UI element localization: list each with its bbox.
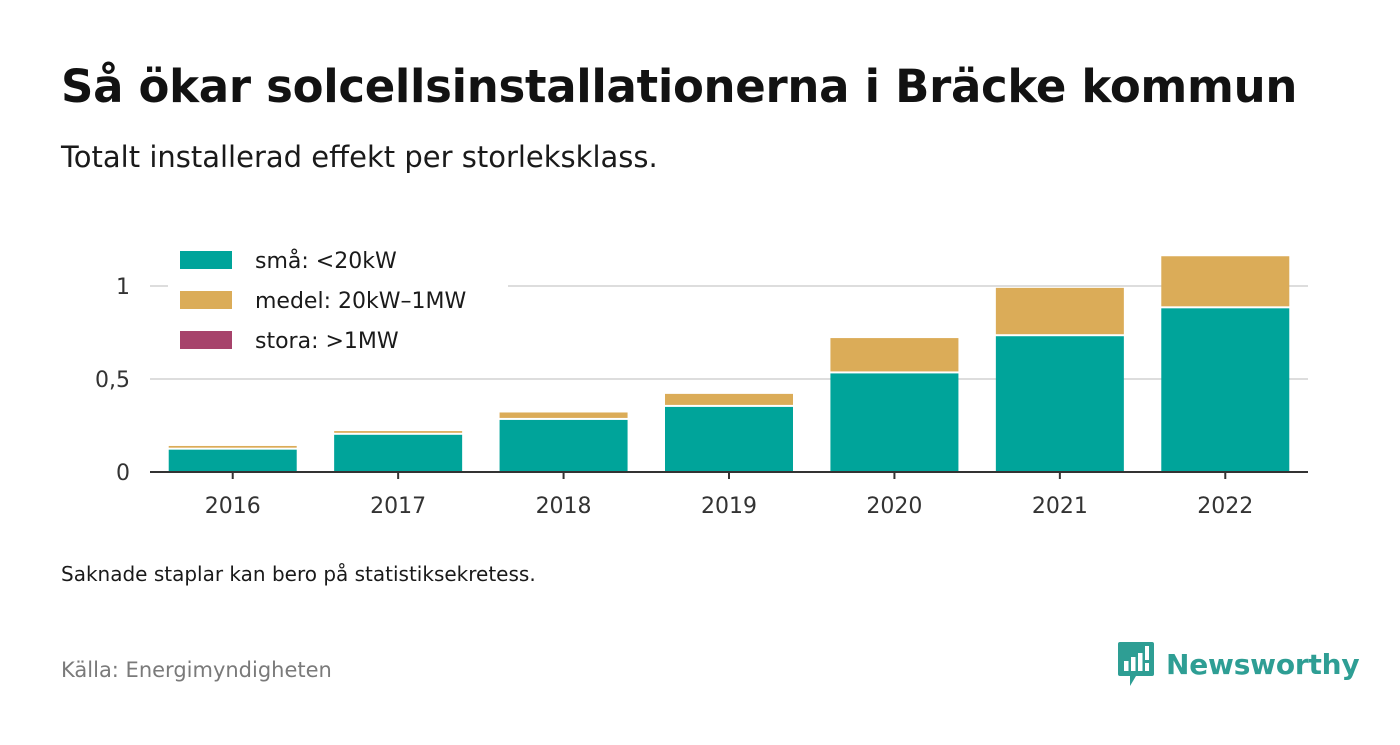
x-tick-label: 2017 — [370, 494, 426, 519]
source-credit: Källa: Energimyndigheten — [61, 658, 332, 682]
newsworthy-brand[interactable]: Newsworthy — [1118, 642, 1360, 686]
bar-segment — [995, 287, 1124, 335]
bar-segment — [665, 393, 793, 405]
chart-title: Så ökar solcellsinstallationerna i Bräck… — [61, 60, 1298, 113]
x-tick-label: 2022 — [1197, 494, 1253, 519]
bar-segment — [830, 338, 959, 372]
y-tick-label: 0,5 — [95, 368, 130, 393]
x-tick-label: 2020 — [866, 494, 922, 519]
bar-segment — [168, 449, 297, 472]
legend-swatch — [180, 251, 232, 269]
bar-segment — [168, 445, 297, 448]
newsworthy-logo-icon — [1118, 642, 1154, 686]
bar-segment — [334, 431, 463, 433]
brand-name: Newsworthy — [1166, 647, 1360, 681]
chart-subtitle: Totalt installerad effekt per storlekskl… — [61, 140, 658, 174]
bar-segment — [1161, 256, 1290, 307]
legend-label: medel: 20kW–1MW — [255, 289, 466, 314]
bar-segment — [499, 419, 628, 472]
x-tick-label: 2018 — [536, 494, 592, 519]
bar-segment — [334, 434, 463, 472]
x-tick-label: 2021 — [1032, 494, 1088, 519]
x-tick-label: 2019 — [701, 494, 757, 519]
legend-swatch — [180, 291, 232, 309]
legend-label: små: <20kW — [255, 248, 397, 274]
bar-segment — [1161, 308, 1290, 472]
legend-label: stora: >1MW — [255, 329, 399, 354]
bar-segment — [499, 412, 628, 418]
bar-segment — [995, 336, 1124, 472]
footnote: Saknade staplar kan bero på statistiksek… — [61, 562, 536, 586]
legend-swatch — [180, 331, 232, 349]
bar-segment — [830, 373, 959, 472]
y-tick-label: 0 — [116, 461, 130, 486]
stacked-bar-chart: 0 0,5 1 2016 2017 2018 2019 2020 2021 2022 små: <2… — [95, 248, 1308, 519]
y-tick-label: 1 — [116, 275, 130, 300]
x-tick-label: 2016 — [205, 494, 261, 519]
bar-segment — [665, 406, 793, 472]
